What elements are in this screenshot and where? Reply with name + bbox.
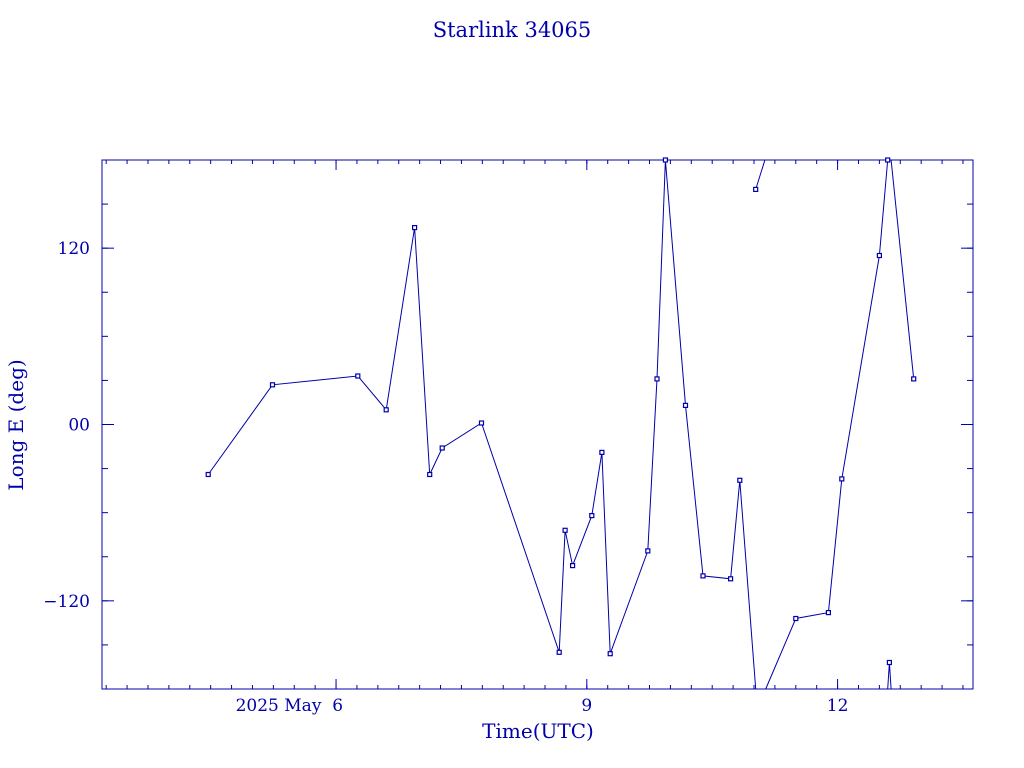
y-tick-label: −120	[43, 592, 90, 612]
data-point	[737, 477, 743, 483]
data-point	[700, 573, 706, 579]
data-point	[589, 512, 595, 519]
series-line	[887, 662, 892, 690]
series-line	[765, 159, 889, 690]
data-point	[412, 225, 418, 231]
data-point	[793, 615, 799, 622]
y-axis-label: Long E (deg)	[4, 359, 28, 490]
data-point	[662, 157, 669, 163]
data-point	[825, 609, 832, 616]
data-point	[478, 420, 485, 426]
data-point	[886, 659, 893, 666]
series-line	[890, 159, 915, 379]
x-axis-label: Time(UTC)	[482, 719, 594, 743]
chart-title: Starlink 34065	[433, 18, 592, 42]
data-point	[727, 576, 734, 582]
x-tick-label: 12	[827, 696, 849, 716]
data-point	[911, 376, 917, 382]
data-point	[599, 449, 605, 455]
plot-frame	[101, 159, 974, 690]
series-line	[207, 159, 757, 690]
data-point	[556, 649, 562, 655]
data-point	[427, 471, 433, 478]
data-point	[562, 527, 568, 533]
data-point	[876, 252, 883, 259]
series-line	[755, 159, 766, 190]
series-layer	[205, 157, 917, 690]
data-point	[383, 407, 389, 413]
y-tick-label: 120	[58, 239, 90, 259]
data-point	[355, 373, 361, 379]
x-tick-label: 2025 May 6	[236, 696, 343, 716]
data-point	[569, 562, 576, 569]
data-point	[753, 186, 759, 192]
plot-axes: 2025 May 6 9 12 120 00 −120	[43, 159, 974, 716]
data-point	[439, 445, 445, 451]
data-point	[205, 471, 211, 478]
data-point	[682, 402, 689, 408]
data-point	[645, 548, 651, 554]
y-tick-label: 00	[68, 416, 90, 436]
x-tick-label: 9	[581, 696, 592, 716]
data-point	[839, 476, 845, 482]
data-point	[607, 651, 613, 657]
data-point	[269, 382, 276, 388]
data-point	[885, 157, 891, 163]
data-point	[654, 376, 660, 382]
